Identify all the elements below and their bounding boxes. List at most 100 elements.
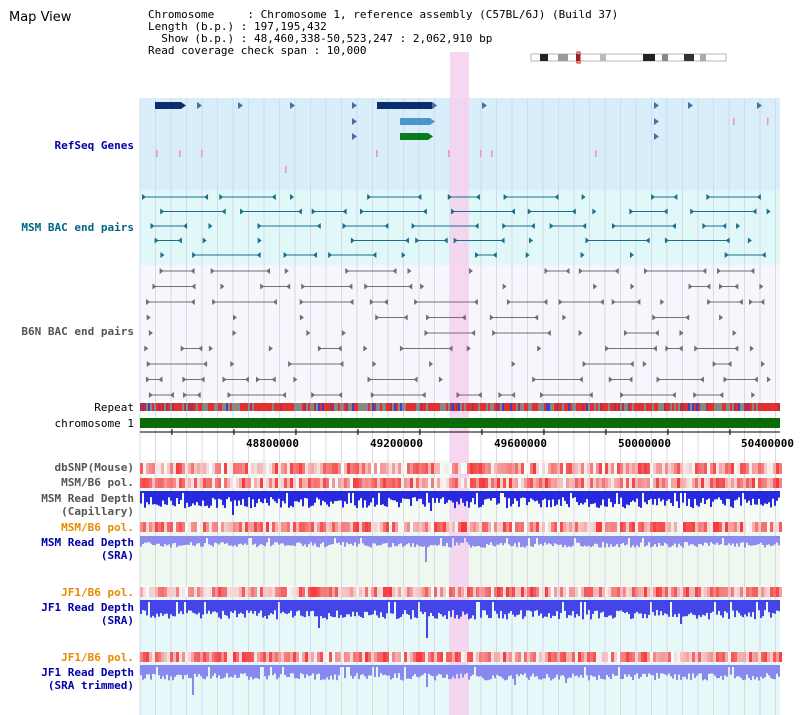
- jf1-pol-cell: [434, 587, 437, 597]
- jf1-pol2-cell: [551, 652, 554, 662]
- jf1-sra-depth-bar: [444, 600, 446, 616]
- b6n-bac-pair-end: [392, 268, 397, 274]
- msm-pol-cell: [200, 478, 203, 488]
- msm-pol-cell: [158, 478, 161, 488]
- dbsnp-cell: [242, 463, 245, 474]
- jf1-sra-depth-bar: [402, 600, 404, 615]
- b6n-bac-pair-end: [753, 376, 758, 383]
- msm-sra-depth-bar: [348, 536, 350, 545]
- dbsnp-cell: [662, 463, 665, 474]
- jf1-pol2-cell: [239, 652, 242, 662]
- msm-pol-cell: [479, 478, 482, 488]
- gene-marker: [238, 102, 243, 109]
- msm-cap-depth-bar: [612, 491, 614, 508]
- jf1-pol-cell: [515, 587, 518, 597]
- msm-pol2-cell: [401, 522, 404, 532]
- msm-sra-depth-bar: [632, 536, 634, 546]
- repeat-segment: [578, 403, 580, 411]
- msm-cap-depth-bar: [690, 491, 692, 507]
- msm-sra-depth-bar: [140, 536, 142, 547]
- jf1-sra-depth-bar: [758, 600, 760, 611]
- msm-cap-depth-bar: [504, 491, 506, 498]
- msm-pol-cell: [662, 478, 665, 488]
- msm-pol2-cell: [317, 522, 320, 532]
- msm-cap-depth-bar: [730, 491, 732, 507]
- msm-cap-depth-bar: [700, 491, 702, 503]
- track-label-msm-bac[interactable]: MSM BAC end pairs: [21, 221, 134, 234]
- msm-cap-depth-bar: [706, 491, 708, 500]
- msm-pol-cell: [578, 478, 581, 488]
- msm-bac-pair-end: [221, 208, 226, 215]
- repeat-segment: [536, 403, 538, 411]
- msm-pol2-cell: [254, 522, 257, 532]
- msm-sra-depth-bar: [282, 536, 284, 544]
- track-label-msm-b6-pol-2[interactable]: MSM/B6 pol.: [61, 521, 134, 534]
- msm-pol2-cell: [467, 522, 470, 532]
- msm-bac-pair-end: [404, 237, 409, 244]
- jf1-sra-depth-bar: [340, 600, 342, 615]
- msm-pol-cell: [395, 478, 398, 488]
- track-label-msm-depth-capillary[interactable]: MSM Read Depth (Capillary): [41, 492, 134, 518]
- msm-sra-depth-bar: [686, 536, 688, 543]
- jf1-pol-cell: [737, 587, 740, 597]
- msm-pol-cell: [713, 478, 716, 488]
- track-label-refseq[interactable]: RefSeq Genes: [54, 139, 134, 152]
- msm-pol-cell: [335, 478, 338, 488]
- jf1-pol2-cell: [152, 652, 155, 662]
- jf1-pol-cell: [728, 587, 731, 597]
- msm-pol2-cell: [422, 522, 425, 532]
- msm-pol-cell: [716, 478, 719, 488]
- jf1-pol2-cell: [362, 652, 365, 662]
- jf1-sra-depth-bar: [640, 600, 642, 614]
- msm-pol2-cell: [608, 522, 611, 532]
- jf1-sra-depth-bar: [142, 600, 144, 611]
- b6n-bac-pair-end: [702, 268, 707, 274]
- jf1-pol2-cell: [686, 652, 689, 662]
- dbsnp-cell: [473, 463, 476, 474]
- jf1-pol-cell: [158, 587, 161, 597]
- msm-cap-depth-bar: [424, 491, 426, 507]
- track-label-msm-b6-pol[interactable]: MSM/B6 pol.: [61, 476, 134, 489]
- msm-sra-depth-bar: [494, 536, 496, 547]
- track-label-jf1-depth-trimmed[interactable]: JF1 Read Depth (SRA trimmed): [41, 666, 134, 692]
- msm-pol-cell: [641, 478, 644, 488]
- jf1-pol-cell: [194, 587, 197, 597]
- dbsnp-cell: [518, 463, 521, 474]
- jf1-pol-cell: [629, 587, 632, 597]
- track-label-msm-depth-sra[interactable]: MSM Read Depth (SRA): [41, 536, 134, 562]
- jf1-sra-depth-bar: [322, 600, 324, 619]
- track-label-jf1-depth-sra[interactable]: JF1 Read Depth (SRA): [41, 601, 134, 627]
- jf1-trim-depth-bar: [502, 665, 504, 679]
- jf1-pol2-cell: [329, 652, 332, 662]
- msm-pol-cell: [152, 478, 155, 488]
- jf1-sra-depth-bar: [664, 600, 666, 614]
- track-label-b6n-bac[interactable]: B6N BAC end pairs: [21, 325, 134, 338]
- jf1-sra-depth-bar: [618, 600, 620, 612]
- msm-bac-pair-end: [664, 237, 669, 244]
- jf1-trim-depth-bar: [496, 665, 498, 675]
- jf1-sra-depth-bar: [466, 600, 468, 614]
- jf1-sra-depth-bar: [672, 600, 674, 617]
- msm-pol-cell: [380, 478, 383, 488]
- jf1-pol2-cell: [218, 652, 221, 662]
- msm-pol2-cell: [599, 522, 602, 532]
- msm-cap-depth-bar: [530, 491, 532, 499]
- msm-pol-cell: [296, 478, 299, 488]
- track-label-jf1-b6-pol-2[interactable]: JF1/B6 pol.: [61, 651, 134, 664]
- jf1-pol2-cell: [359, 652, 362, 662]
- jf1-sra-depth-bar: [540, 600, 542, 614]
- jf1-trim-depth-bar: [676, 665, 678, 680]
- msm-cap-depth-bar: [190, 491, 192, 507]
- dbsnp-cell: [554, 463, 557, 474]
- jf1-pol2-cell: [209, 652, 212, 662]
- msm-sra-depth-bar: [736, 536, 738, 544]
- track-label-dbsnp[interactable]: dbSNP(Mouse): [54, 461, 134, 474]
- dbsnp-cell: [644, 463, 647, 474]
- msm-cap-depth-bar: [666, 491, 668, 501]
- msm-sra-depth-bar: [548, 536, 550, 544]
- repeat-segment: [644, 403, 646, 411]
- msm-bac-pair-end: [500, 237, 505, 244]
- jf1-sra-depth-bar: [520, 600, 522, 611]
- jf1-trim-depth-bar: [526, 665, 528, 678]
- track-label-jf1-b6-pol[interactable]: JF1/B6 pol.: [61, 586, 134, 599]
